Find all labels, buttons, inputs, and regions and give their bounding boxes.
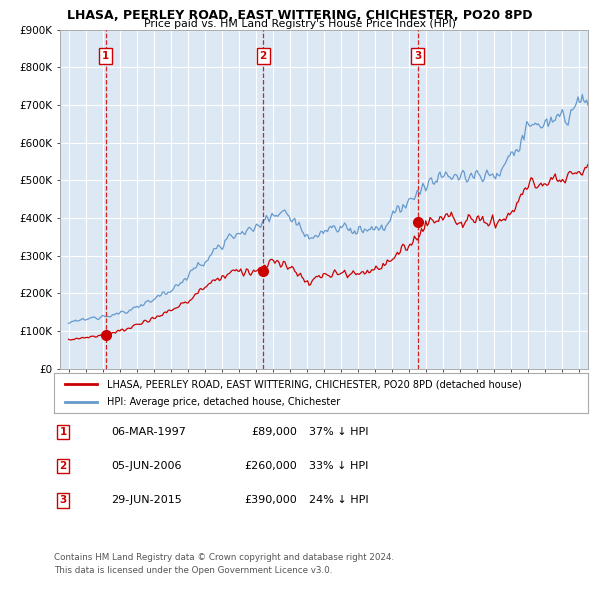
Text: £260,000: £260,000 — [244, 461, 297, 471]
Text: £390,000: £390,000 — [244, 496, 297, 505]
Text: HPI: Average price, detached house, Chichester: HPI: Average price, detached house, Chic… — [107, 396, 341, 407]
Text: 33% ↓ HPI: 33% ↓ HPI — [309, 461, 368, 471]
Text: LHASA, PEERLEY ROAD, EAST WITTERING, CHICHESTER, PO20 8PD: LHASA, PEERLEY ROAD, EAST WITTERING, CHI… — [67, 9, 533, 22]
Text: 37% ↓ HPI: 37% ↓ HPI — [309, 427, 368, 437]
Text: 29-JUN-2015: 29-JUN-2015 — [111, 496, 182, 505]
Text: This data is licensed under the Open Government Licence v3.0.: This data is licensed under the Open Gov… — [54, 566, 332, 575]
Text: £89,000: £89,000 — [251, 427, 297, 437]
Text: 06-MAR-1997: 06-MAR-1997 — [111, 427, 186, 437]
Text: 1: 1 — [59, 427, 67, 437]
Text: Contains HM Land Registry data © Crown copyright and database right 2024.: Contains HM Land Registry data © Crown c… — [54, 553, 394, 562]
Text: 1: 1 — [102, 51, 109, 61]
Text: 3: 3 — [414, 51, 421, 61]
Text: 05-JUN-2006: 05-JUN-2006 — [111, 461, 182, 471]
Text: 3: 3 — [59, 496, 67, 505]
Text: 2: 2 — [260, 51, 267, 61]
Text: 24% ↓ HPI: 24% ↓ HPI — [309, 496, 368, 505]
Text: Price paid vs. HM Land Registry's House Price Index (HPI): Price paid vs. HM Land Registry's House … — [144, 19, 456, 30]
Text: 2: 2 — [59, 461, 67, 471]
Text: LHASA, PEERLEY ROAD, EAST WITTERING, CHICHESTER, PO20 8PD (detached house): LHASA, PEERLEY ROAD, EAST WITTERING, CHI… — [107, 379, 522, 389]
